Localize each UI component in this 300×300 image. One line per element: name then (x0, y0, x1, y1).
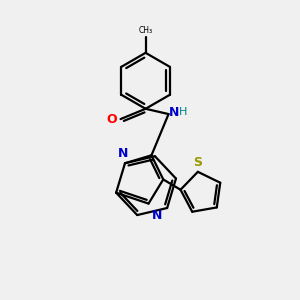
Text: O: O (106, 113, 117, 126)
Text: N: N (118, 147, 129, 160)
Text: S: S (193, 157, 202, 169)
Text: CH₃: CH₃ (139, 26, 153, 34)
Text: N: N (169, 106, 179, 119)
Text: H: H (178, 107, 187, 117)
Text: N: N (152, 209, 162, 222)
